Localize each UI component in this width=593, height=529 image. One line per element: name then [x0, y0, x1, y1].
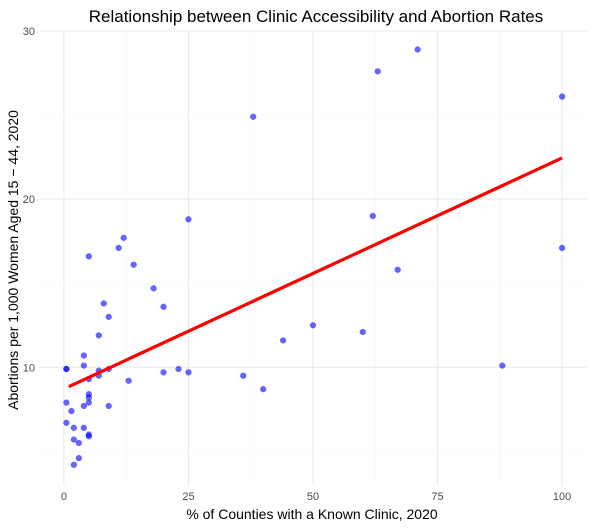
data-point — [369, 212, 376, 220]
data-point — [95, 332, 102, 339]
data-point — [68, 407, 75, 415]
data-point — [175, 365, 182, 373]
data-point — [85, 399, 92, 406]
x-tick-label: 100 — [553, 491, 571, 503]
data-point — [80, 402, 87, 410]
x-tick-label: 50 — [307, 491, 319, 503]
data-point — [100, 300, 107, 307]
x-axis-title: % of Counties with a Known Clinic, 2020 — [186, 506, 438, 522]
data-point — [130, 261, 137, 268]
data-point — [309, 322, 317, 329]
data-point — [105, 402, 112, 410]
data-point — [63, 365, 70, 373]
data-point — [85, 433, 92, 440]
data-point — [499, 362, 506, 369]
data-point — [394, 266, 401, 273]
data-point — [75, 439, 82, 447]
data-point — [115, 244, 122, 252]
data-point — [70, 436, 77, 443]
data-point — [80, 362, 87, 369]
data-point — [250, 113, 257, 120]
data-point — [414, 46, 421, 53]
data-point — [75, 454, 82, 462]
data-points — [63, 46, 566, 468]
x-tick-label: 25 — [182, 491, 194, 503]
y-tick-label: 10 — [23, 362, 35, 374]
grid-lines — [39, 30, 587, 485]
trend-line-group — [68, 156, 563, 389]
data-point — [63, 419, 70, 426]
data-point — [558, 93, 566, 100]
data-point — [185, 369, 192, 376]
data-point — [125, 377, 132, 384]
data-point — [374, 68, 381, 75]
data-point — [150, 285, 157, 292]
x-axis-ticks: 0 25 50 75 100 — [61, 491, 571, 503]
data-point — [359, 328, 366, 336]
data-point — [70, 461, 77, 468]
trend-line — [68, 156, 563, 389]
data-point — [105, 313, 112, 320]
data-point — [280, 337, 287, 344]
data-point — [160, 369, 167, 376]
x-tick-label: 75 — [431, 491, 443, 503]
x-tick-label: 0 — [61, 491, 67, 503]
data-point — [185, 216, 192, 223]
data-point — [85, 253, 92, 260]
data-point — [120, 234, 127, 241]
chart-title: Relationship between Clinic Accessibilit… — [89, 7, 544, 26]
data-point — [240, 372, 247, 379]
data-point — [70, 424, 77, 431]
y-tick-label: 30 — [23, 26, 35, 38]
y-axis-ticks: 10 20 30 — [23, 26, 35, 374]
data-point — [80, 352, 87, 359]
data-point — [160, 303, 167, 310]
y-tick-label: 20 — [23, 194, 35, 206]
data-point — [80, 424, 87, 431]
data-point — [558, 244, 566, 252]
data-point — [63, 399, 70, 406]
data-point — [260, 386, 267, 393]
y-axis-title: Abortions per 1,000 Women Aged 15 − 44, … — [5, 110, 21, 410]
